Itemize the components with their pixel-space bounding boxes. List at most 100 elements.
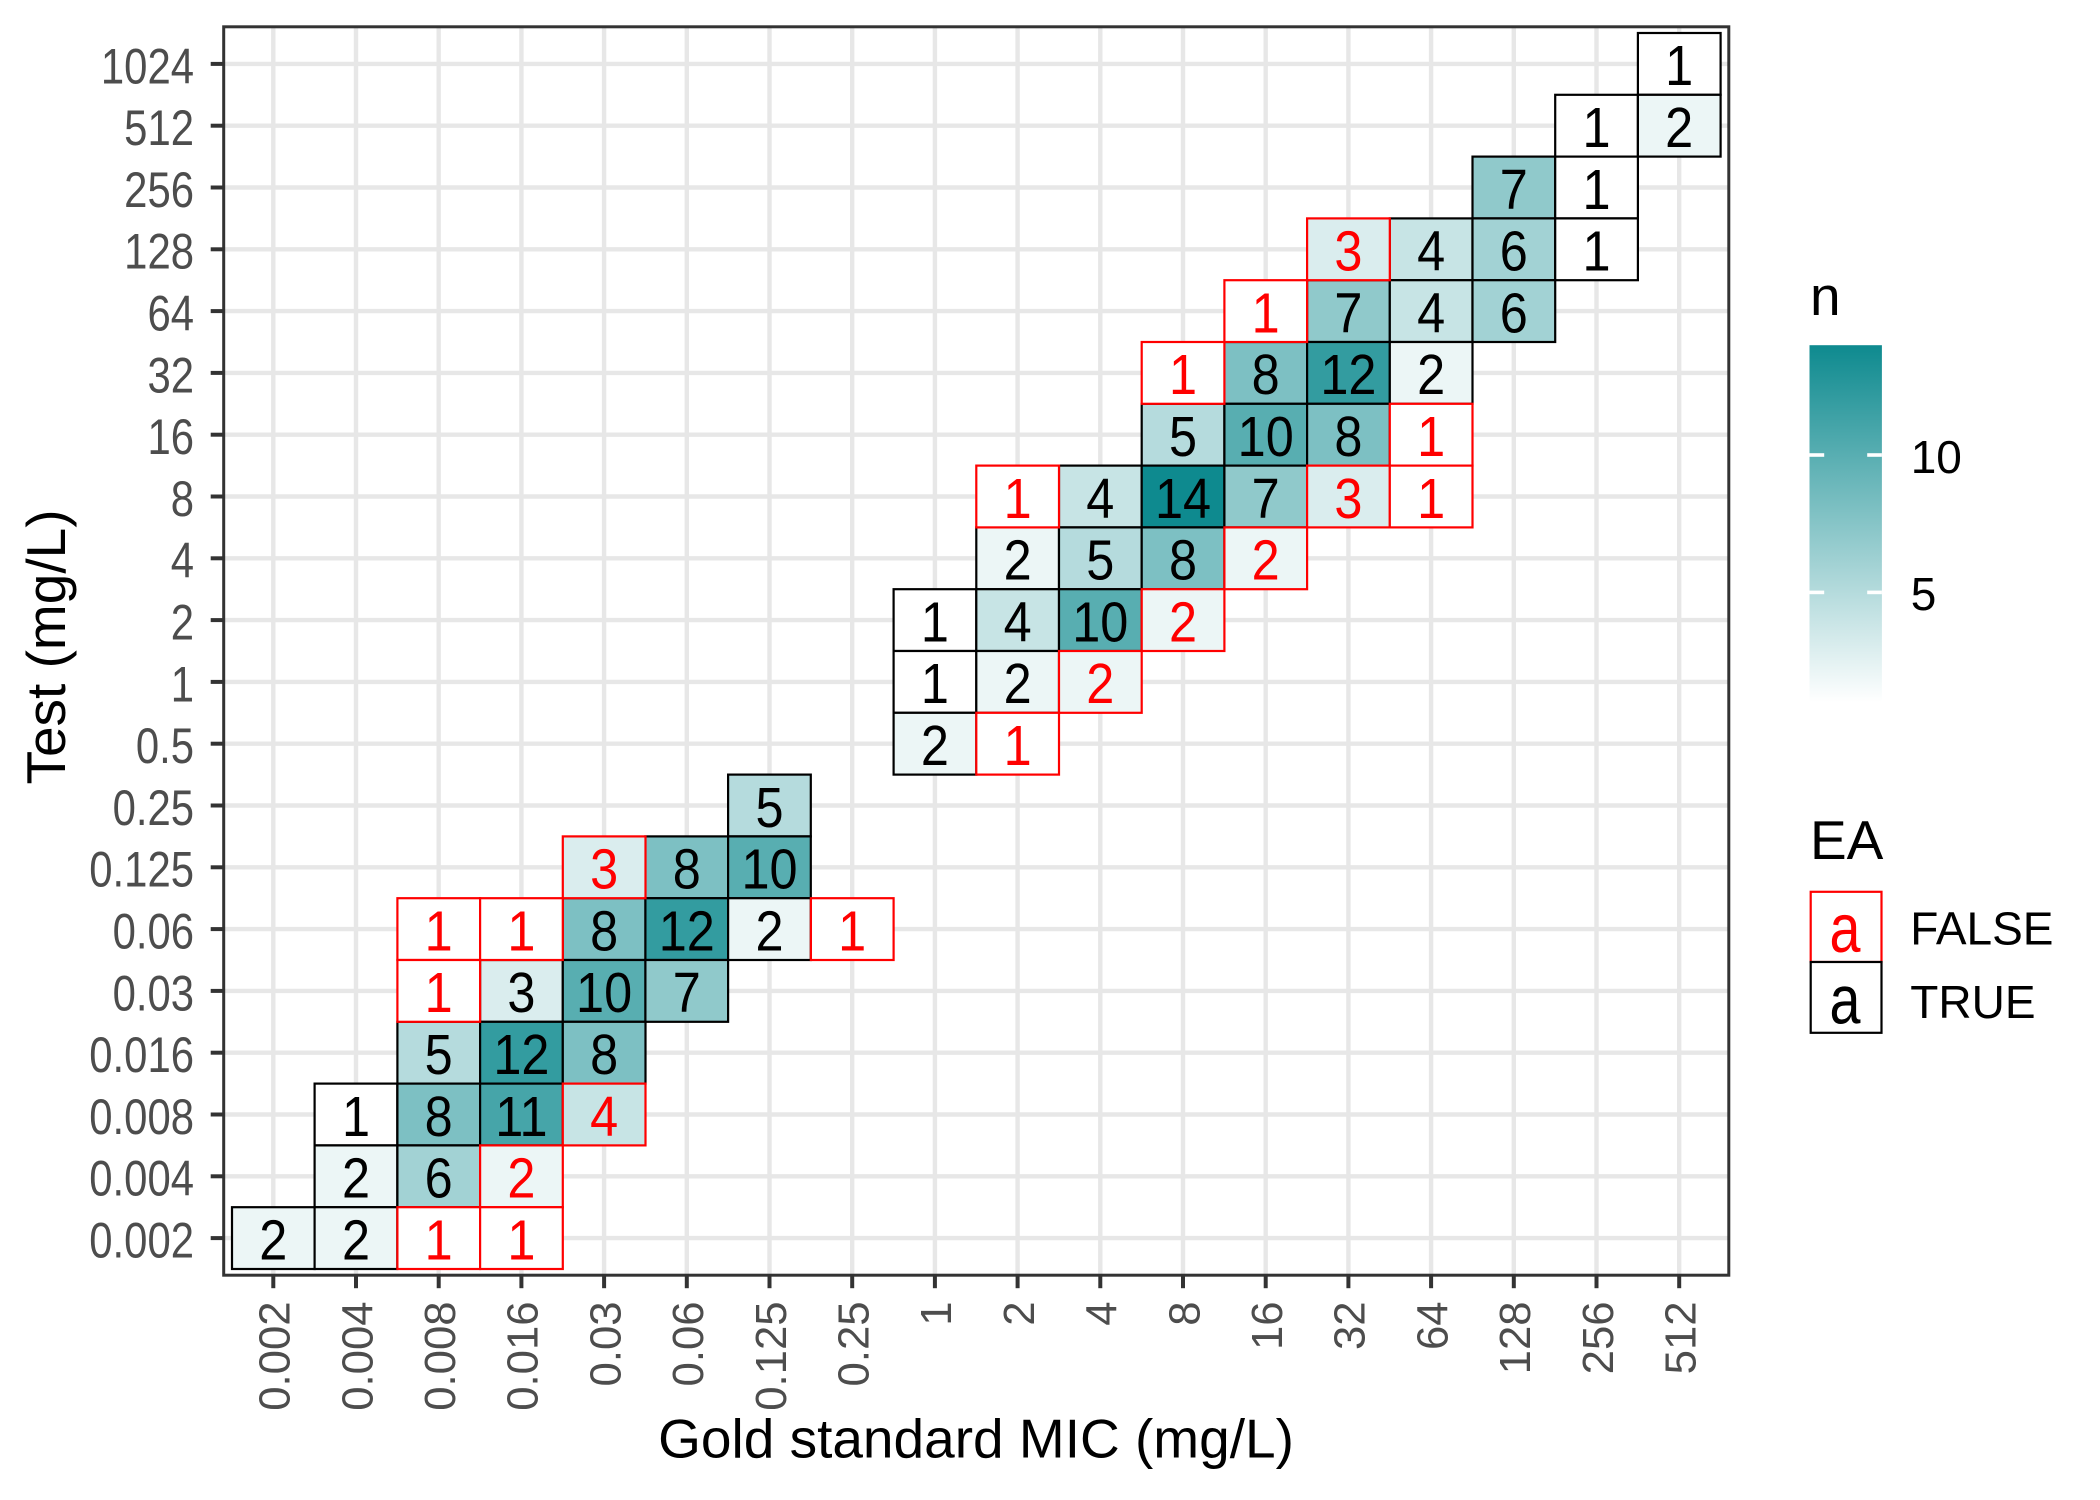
- svg-text:16: 16: [1243, 1302, 1292, 1351]
- svg-text:64: 64: [1408, 1302, 1457, 1351]
- svg-text:Test (mg/L): Test (mg/L): [15, 509, 77, 784]
- svg-text:1: 1: [1417, 405, 1445, 468]
- svg-text:8: 8: [590, 1023, 618, 1086]
- svg-text:1024: 1024: [101, 38, 194, 95]
- svg-text:1: 1: [1169, 343, 1197, 406]
- svg-text:12: 12: [1320, 343, 1376, 406]
- svg-text:4: 4: [1086, 467, 1114, 530]
- svg-text:0.125: 0.125: [747, 1302, 796, 1411]
- svg-text:1: 1: [425, 1209, 453, 1272]
- svg-text:5: 5: [755, 776, 783, 839]
- svg-text:1: 1: [921, 591, 949, 654]
- svg-text:0.016: 0.016: [499, 1302, 548, 1411]
- svg-text:5: 5: [425, 1023, 453, 1086]
- svg-text:2: 2: [342, 1209, 370, 1272]
- svg-text:a: a: [1830, 963, 1861, 1039]
- svg-text:FALSE: FALSE: [1910, 902, 2053, 954]
- svg-text:7: 7: [1500, 158, 1528, 221]
- svg-text:4: 4: [1078, 1302, 1127, 1326]
- svg-text:0.5: 0.5: [136, 717, 194, 774]
- svg-text:11: 11: [495, 1085, 547, 1148]
- svg-text:10: 10: [741, 838, 797, 901]
- svg-text:2: 2: [1417, 343, 1445, 406]
- svg-text:4: 4: [1417, 282, 1445, 345]
- svg-text:2: 2: [995, 1302, 1044, 1326]
- svg-text:2: 2: [259, 1209, 287, 1272]
- svg-text:0.03: 0.03: [113, 965, 194, 1022]
- svg-text:2: 2: [1169, 591, 1197, 654]
- svg-text:1: 1: [1004, 714, 1032, 777]
- svg-text:1: 1: [912, 1302, 961, 1326]
- svg-text:8: 8: [171, 470, 194, 527]
- svg-text:128: 128: [1491, 1302, 1540, 1375]
- svg-text:3: 3: [507, 961, 535, 1024]
- svg-text:512: 512: [1656, 1302, 1705, 1375]
- svg-text:2: 2: [507, 1147, 535, 1210]
- svg-text:2: 2: [1004, 529, 1032, 592]
- svg-text:4: 4: [1417, 220, 1445, 283]
- svg-text:7: 7: [1252, 467, 1280, 530]
- svg-text:n: n: [1810, 265, 1841, 327]
- svg-text:1: 1: [1665, 34, 1693, 97]
- svg-text:8: 8: [425, 1085, 453, 1148]
- svg-text:0.125: 0.125: [89, 841, 194, 898]
- svg-text:2: 2: [171, 594, 194, 651]
- svg-text:2: 2: [1252, 529, 1280, 592]
- svg-text:3: 3: [1334, 467, 1362, 530]
- svg-text:TRUE: TRUE: [1910, 976, 2035, 1028]
- svg-text:8: 8: [673, 838, 701, 901]
- svg-text:10: 10: [1911, 431, 1962, 483]
- svg-text:1: 1: [1582, 220, 1610, 283]
- svg-text:16: 16: [147, 408, 194, 465]
- svg-text:2: 2: [921, 714, 949, 777]
- svg-text:10: 10: [1238, 405, 1294, 468]
- svg-text:5: 5: [1086, 529, 1114, 592]
- svg-text:0.004: 0.004: [89, 1150, 194, 1207]
- svg-text:4: 4: [1004, 591, 1032, 654]
- svg-text:1: 1: [425, 961, 453, 1024]
- svg-text:2: 2: [1665, 96, 1693, 159]
- svg-text:a: a: [1830, 892, 1861, 968]
- svg-text:8: 8: [1252, 343, 1280, 406]
- svg-text:4: 4: [590, 1085, 618, 1148]
- svg-text:12: 12: [659, 900, 715, 963]
- svg-text:0.25: 0.25: [829, 1302, 878, 1387]
- svg-text:EA: EA: [1810, 809, 1884, 871]
- svg-text:32: 32: [1326, 1302, 1375, 1351]
- svg-text:3: 3: [1334, 220, 1362, 283]
- svg-text:256: 256: [124, 161, 194, 218]
- svg-text:6: 6: [1500, 220, 1528, 283]
- svg-text:0.008: 0.008: [89, 1088, 194, 1145]
- svg-text:0.03: 0.03: [581, 1302, 630, 1387]
- svg-text:6: 6: [1500, 282, 1528, 345]
- svg-text:4: 4: [171, 532, 194, 589]
- svg-text:8: 8: [1160, 1302, 1209, 1326]
- svg-text:128: 128: [124, 223, 194, 280]
- svg-text:1: 1: [1252, 282, 1280, 345]
- svg-text:0.008: 0.008: [416, 1302, 465, 1411]
- svg-text:12: 12: [493, 1023, 549, 1086]
- svg-text:1: 1: [1004, 467, 1032, 530]
- svg-text:32: 32: [147, 347, 194, 404]
- svg-text:2: 2: [755, 900, 783, 963]
- svg-text:8: 8: [590, 900, 618, 963]
- svg-text:5: 5: [1911, 568, 1937, 620]
- svg-text:2: 2: [342, 1147, 370, 1210]
- svg-text:1: 1: [342, 1085, 370, 1148]
- svg-text:1: 1: [507, 1209, 535, 1272]
- svg-text:0.25: 0.25: [113, 779, 194, 836]
- svg-text:512: 512: [124, 99, 194, 156]
- svg-text:1: 1: [507, 900, 535, 963]
- svg-text:5: 5: [1169, 405, 1197, 468]
- svg-text:0.004: 0.004: [333, 1302, 382, 1411]
- svg-text:64: 64: [147, 285, 194, 342]
- svg-text:8: 8: [1334, 405, 1362, 468]
- svg-text:256: 256: [1574, 1302, 1623, 1375]
- svg-text:0.002: 0.002: [251, 1302, 300, 1411]
- svg-text:1: 1: [838, 900, 866, 963]
- svg-text:6: 6: [425, 1147, 453, 1210]
- svg-text:2: 2: [1086, 652, 1114, 715]
- svg-text:0.016: 0.016: [89, 1026, 194, 1083]
- svg-text:1: 1: [1582, 158, 1610, 221]
- svg-text:1: 1: [425, 900, 453, 963]
